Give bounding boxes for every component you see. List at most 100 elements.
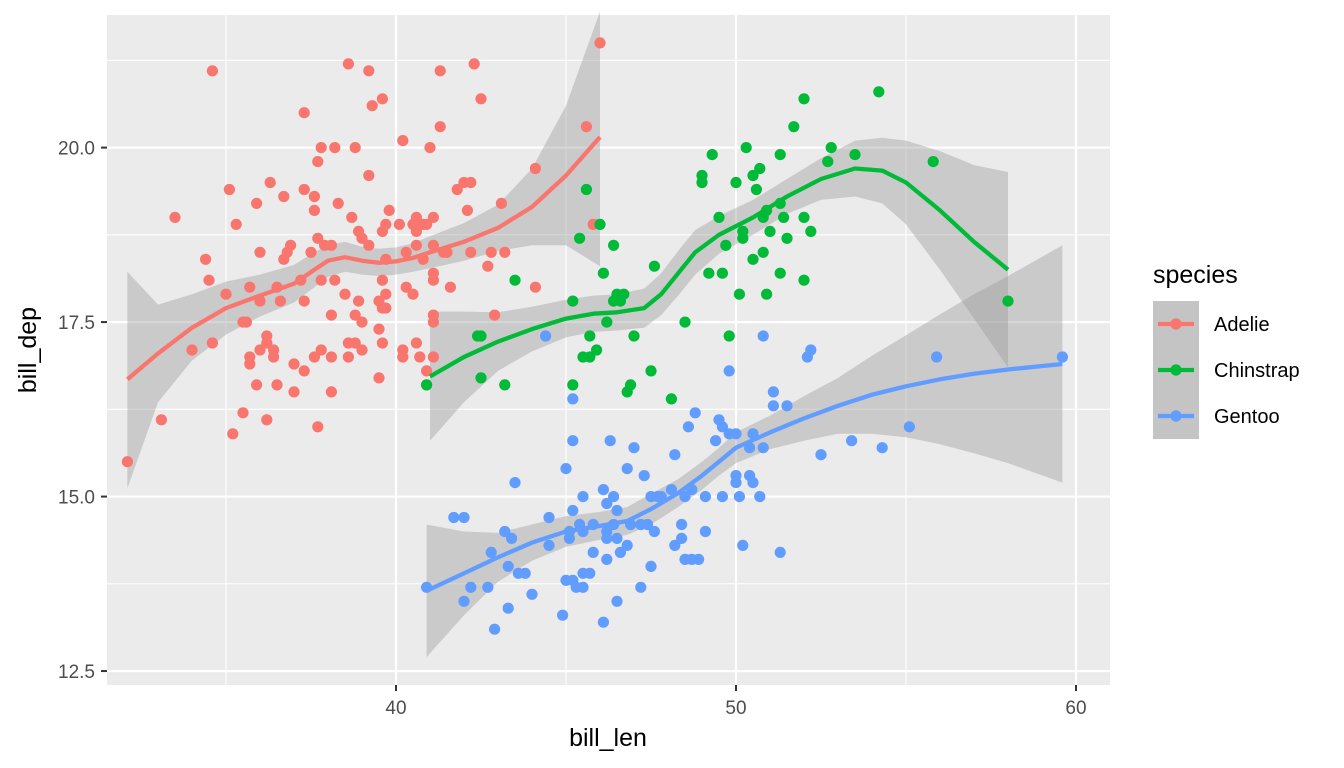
gentoo-point <box>577 491 589 503</box>
adelie-point <box>434 121 446 133</box>
gentoo-point <box>448 511 460 524</box>
gentoo-point <box>805 344 817 356</box>
adelie-point <box>298 365 310 377</box>
adelie-point <box>254 344 266 356</box>
adelie-point <box>312 156 324 168</box>
adelie-point <box>264 176 276 189</box>
gentoo-point <box>665 484 678 496</box>
adelie-point <box>227 428 239 440</box>
x-tick-label: 40 <box>385 698 406 719</box>
chinstrap-point <box>781 232 793 244</box>
chinstrap-point <box>580 183 593 196</box>
chinstrap-point <box>601 316 613 328</box>
adelie-point <box>421 365 433 377</box>
gentoo-point <box>648 525 661 538</box>
chinstrap-point <box>740 142 752 154</box>
adelie-point <box>121 456 133 468</box>
adelie-point <box>244 281 256 293</box>
gentoo-point <box>614 546 627 559</box>
adelie-point <box>421 218 433 230</box>
adelie-point <box>325 386 337 398</box>
adelie-point <box>268 344 280 356</box>
adelie-point <box>410 211 422 223</box>
chinstrap-point <box>849 149 861 161</box>
adelie-point <box>339 288 351 300</box>
gentoo-point <box>757 330 769 342</box>
gentoo-point <box>733 491 746 503</box>
gentoo-point <box>587 546 599 559</box>
chinstrap-point <box>788 121 800 133</box>
adelie-point <box>278 190 290 203</box>
gentoo-point <box>567 435 579 447</box>
adelie-point <box>366 100 378 112</box>
chinstrap-point <box>720 239 732 251</box>
adelie-point <box>489 309 501 321</box>
adelie-point <box>237 407 249 419</box>
adelie-point <box>451 183 463 196</box>
gentoo-point <box>716 421 729 433</box>
chinstrap-point <box>774 267 786 279</box>
gentoo-point <box>774 546 786 559</box>
chinstrap-point <box>584 351 596 363</box>
gentoo-point <box>489 623 501 635</box>
chinstrap-point <box>822 156 834 168</box>
gentoo-point <box>458 595 470 607</box>
chinstrap-legend-point <box>1170 364 1182 376</box>
chinstrap-point <box>747 169 759 182</box>
adelie-point <box>356 232 368 244</box>
gentoo-point <box>669 539 681 552</box>
adelie-point <box>356 316 368 328</box>
y-tick-label: 17.5 <box>58 313 95 334</box>
gentoo-point <box>499 525 511 538</box>
chinstrap-point <box>716 267 729 279</box>
adelie-point <box>342 351 354 363</box>
gentoo-point <box>526 588 538 600</box>
chinstrap-point <box>778 211 790 223</box>
adelie-point <box>353 295 365 307</box>
chinstrap-point <box>750 183 763 196</box>
adelie-point <box>468 58 480 70</box>
adelie-point <box>200 253 212 265</box>
adelie-point <box>383 204 395 216</box>
x-tick-label: 50 <box>725 698 746 719</box>
adelie-point <box>308 351 320 363</box>
adelie-point <box>312 232 324 244</box>
gentoo-point <box>567 504 579 517</box>
data-points <box>121 37 1068 635</box>
x-axis-title: bill_len <box>569 724 647 752</box>
adelie-point <box>495 197 507 209</box>
adelie-point <box>312 421 324 433</box>
adelie-point <box>254 246 266 258</box>
chinstrap-point <box>567 379 579 391</box>
adelie-point <box>380 302 392 314</box>
gentoo-point <box>699 525 712 538</box>
gentoo-point <box>621 539 633 552</box>
gentoo-point <box>458 511 470 524</box>
adelie-point <box>594 37 606 49</box>
gentoo-point <box>635 581 647 593</box>
adelie-point <box>397 344 409 356</box>
chinstrap-point <box>713 211 725 223</box>
adelie-point <box>261 414 273 426</box>
adelie-point <box>529 281 542 293</box>
adelie-point <box>363 239 375 251</box>
adelie-point <box>427 267 439 279</box>
gentoo-point <box>557 609 569 621</box>
gentoo-point <box>519 567 531 579</box>
gentoo-point <box>903 421 916 433</box>
y-tick-labels: 12.5 15.0 17.5 20.0 <box>58 139 95 683</box>
adelie-point <box>485 246 497 258</box>
adelie-point <box>482 260 494 272</box>
adelie-point <box>251 197 263 209</box>
y-tick-label: 12.5 <box>58 662 95 683</box>
adelie-point <box>349 337 361 349</box>
chinstrap-point <box>754 162 766 175</box>
adelie-point <box>329 274 341 286</box>
chinstrap-point <box>591 344 603 356</box>
adelie-point <box>288 358 300 370</box>
adelie-point <box>349 142 361 154</box>
gentoo-smooth-line <box>425 361 1063 593</box>
chinstrap-point <box>509 274 521 286</box>
chinstrap-point <box>665 393 678 405</box>
gentoo-legend-label: Gentoo <box>1214 406 1280 428</box>
